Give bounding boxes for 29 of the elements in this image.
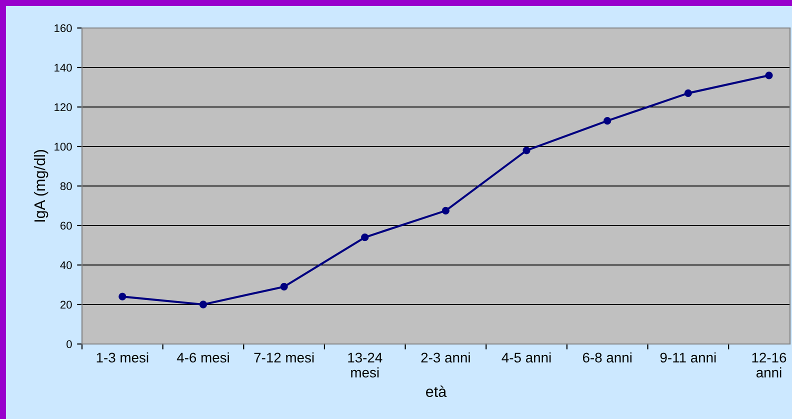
y-tick-label: 20 [60,300,72,309]
point [361,234,369,242]
point [442,206,450,215]
y-tick-label: 40 [60,261,72,270]
x-tick-label: 2-3 anni [421,352,470,363]
y-tick-label: 120 [54,103,72,112]
x-tick-label: 6-8 anni [582,352,632,363]
point [118,292,126,300]
y-tick-label: 80 [60,182,72,190]
y-tick-label: 100 [54,142,72,151]
y-tick-label: 140 [54,64,72,72]
y-axis-title: IgA (mg/dl) [34,150,48,222]
x-tick-label: 13-24 mesi [348,352,382,378]
y-tick-label: 160 [54,24,72,32]
point [280,282,288,291]
x-axis-title: età [426,386,447,398]
y-tick-label: 0 [66,340,72,348]
point [522,146,530,154]
point [199,300,208,308]
point [604,117,612,125]
x-tick-label: 4-5 anni [502,352,551,363]
x-tick-label: 12-16 anni [752,352,786,378]
x-tick-label: 7-12 mesi [254,352,314,363]
x-tick-label: 1-3 mesi [96,352,148,363]
y-tick-label: 60 [60,222,72,230]
x-tick-label: 9-11 anni [660,352,716,363]
point [684,89,692,97]
x-tick-label: 4-6 mesi [176,352,229,363]
point [765,72,773,80]
